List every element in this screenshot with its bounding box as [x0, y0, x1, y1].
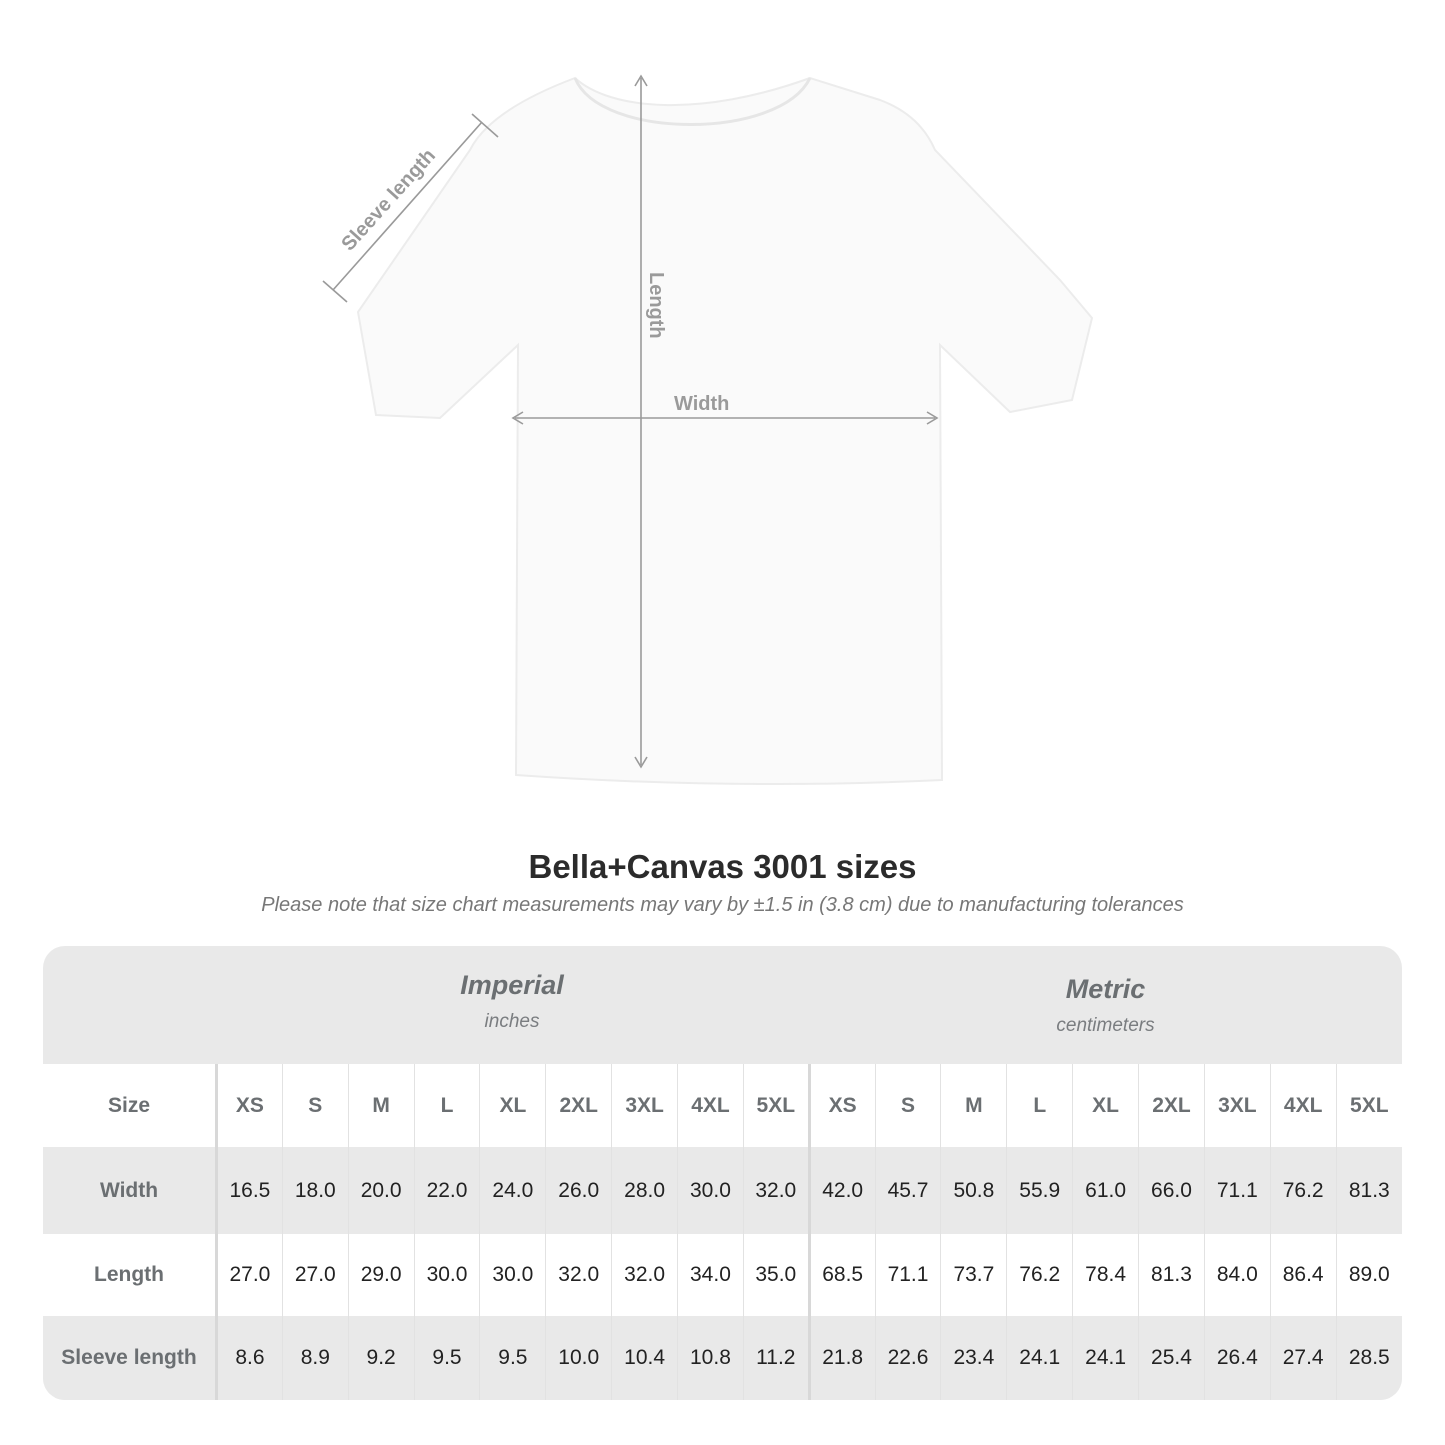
- row-label: Width: [43, 1147, 218, 1234]
- imperial-value: 10.8: [677, 1316, 744, 1400]
- metric-value: 24.1: [1072, 1316, 1139, 1400]
- metric-title: Metric: [1065, 974, 1146, 1004]
- imperial-value: 27.0: [216, 1234, 283, 1316]
- imperial-value: 32.0: [742, 1147, 810, 1234]
- imperial-value: 28.0: [611, 1147, 678, 1234]
- metric-value: 66.0: [1138, 1147, 1205, 1234]
- imperial-value: 8.6: [216, 1316, 283, 1400]
- metric-value: 24.1: [1006, 1316, 1073, 1400]
- imperial-size-header: 5XL: [742, 1064, 810, 1147]
- imperial-value: 11.2: [742, 1316, 810, 1400]
- imperial-size-header: L: [413, 1064, 480, 1147]
- imperial-value: 16.5: [216, 1147, 283, 1234]
- metric-size-header: XS: [807, 1064, 876, 1147]
- imperial-value: 9.5: [413, 1316, 480, 1400]
- imperial-value: 8.9: [281, 1316, 349, 1400]
- metric-value: 76.2: [1269, 1147, 1337, 1234]
- imperial-value: 27.0: [281, 1234, 349, 1316]
- imperial-value: 34.0: [677, 1234, 744, 1316]
- tshirt-diagram: Sleeve length Length Width: [322, 74, 1094, 785]
- imperial-value: 9.2: [347, 1316, 415, 1400]
- metric-size-header: M: [940, 1064, 1007, 1147]
- metric-value: 71.1: [1203, 1147, 1271, 1234]
- row-label: Sleeve length: [43, 1316, 218, 1400]
- imperial-value: 22.0: [413, 1147, 480, 1234]
- size-chart: Imperial inches Metric centimeters Size X…: [43, 946, 1402, 1400]
- imperial-value: 24.0: [479, 1147, 546, 1234]
- imperial-size-header: XL: [479, 1064, 546, 1147]
- imperial-value: 9.5: [479, 1316, 546, 1400]
- metric-value: 71.1: [874, 1234, 941, 1316]
- imperial-title: Imperial: [460, 970, 564, 1000]
- metric-size-header: S: [874, 1064, 941, 1147]
- imperial-value: 26.0: [545, 1147, 612, 1234]
- metric-value: 76.2: [1006, 1234, 1073, 1316]
- imperial-value: 30.0: [413, 1234, 480, 1316]
- length-label: Length: [645, 272, 667, 339]
- imperial-unit: inches: [484, 1011, 540, 1032]
- metric-size-header: 5XL: [1335, 1064, 1402, 1147]
- metric-value: 61.0: [1072, 1147, 1139, 1234]
- imperial-size-header: 3XL: [611, 1064, 678, 1147]
- metric-header: Metric centimeters: [809, 974, 1402, 1092]
- imperial-value: 32.0: [611, 1234, 678, 1316]
- imperial-size-header: M: [347, 1064, 415, 1147]
- table-row: Width 16.5 18.0 20.0 22.0 24.0 26.0 28.0 30.0 32.…: [43, 1147, 1402, 1234]
- imperial-value: 20.0: [347, 1147, 415, 1234]
- metric-value: 81.3: [1335, 1147, 1402, 1234]
- imperial-value: 30.0: [677, 1147, 744, 1234]
- imperial-size-header: 2XL: [545, 1064, 612, 1147]
- metric-value: 28.5: [1335, 1316, 1402, 1400]
- metric-value: 26.4: [1203, 1316, 1271, 1400]
- metric-value: 81.3: [1138, 1234, 1205, 1316]
- chart-title: Bella+Canvas 3001 sizes: [528, 848, 917, 885]
- imperial-value: 29.0: [347, 1234, 415, 1316]
- metric-value: 68.5: [807, 1234, 876, 1316]
- imperial-value: 10.0: [545, 1316, 612, 1400]
- metric-value: 42.0: [807, 1147, 876, 1234]
- metric-value: 84.0: [1203, 1234, 1271, 1316]
- metric-size-header: 4XL: [1269, 1064, 1337, 1147]
- imperial-header: Imperial inches: [215, 970, 809, 1088]
- table-row: Length 27.0 27.0 29.0 30.0 30.0 32.0 32.0 34.0 35…: [43, 1234, 1402, 1316]
- metric-value: 25.4: [1138, 1316, 1205, 1400]
- metric-value: 73.7: [940, 1234, 1007, 1316]
- metric-value: 45.7: [874, 1147, 941, 1234]
- imperial-value: 35.0: [742, 1234, 810, 1316]
- imperial-value: 32.0: [545, 1234, 612, 1316]
- metric-value: 21.8: [807, 1316, 876, 1400]
- metric-value: 22.6: [874, 1316, 941, 1400]
- imperial-value: 10.4: [611, 1316, 678, 1400]
- table-header-row: Size XS S M L XL 2XL 3XL 4XL 5XL XS S M L XL 2XL 3XL 4XL 5…: [43, 1064, 1402, 1147]
- imperial-size-header: 4XL: [677, 1064, 744, 1147]
- imperial-size-header: XS: [216, 1064, 283, 1147]
- metric-value: 55.9: [1006, 1147, 1073, 1234]
- width-label: Width: [674, 393, 729, 415]
- metric-value: 86.4: [1269, 1234, 1337, 1316]
- metric-value: 78.4: [1072, 1234, 1139, 1316]
- imperial-value: 18.0: [281, 1147, 349, 1234]
- tshirt-shape: [356, 76, 1094, 785]
- metric-size-header: 3XL: [1203, 1064, 1271, 1147]
- metric-unit: centimeters: [1056, 1015, 1155, 1036]
- imperial-value: 30.0: [479, 1234, 546, 1316]
- sleeve-arrow: [332, 121, 483, 291]
- metric-value: 89.0: [1335, 1234, 1402, 1316]
- metric-value: 27.4: [1269, 1316, 1337, 1400]
- size-table: Size XS S M L XL 2XL 3XL 4XL 5XL XS S M L XL 2XL 3XL 4XL 5…: [43, 1064, 1402, 1400]
- imperial-size-header: S: [281, 1064, 349, 1147]
- row-label: Length: [43, 1234, 218, 1316]
- metric-size-header: L: [1006, 1064, 1073, 1147]
- metric-value: 23.4: [940, 1316, 1007, 1400]
- metric-size-header: 2XL: [1138, 1064, 1205, 1147]
- metric-value: 50.8: [940, 1147, 1007, 1234]
- table-row: Sleeve length 8.6 8.9 9.2 9.5 9.5 10.0 10.4 10.8…: [43, 1316, 1402, 1400]
- tolerance-note: Please note that size chart measurements…: [261, 894, 1184, 916]
- metric-size-header: XL: [1072, 1064, 1139, 1147]
- size-label: Size: [43, 1064, 218, 1147]
